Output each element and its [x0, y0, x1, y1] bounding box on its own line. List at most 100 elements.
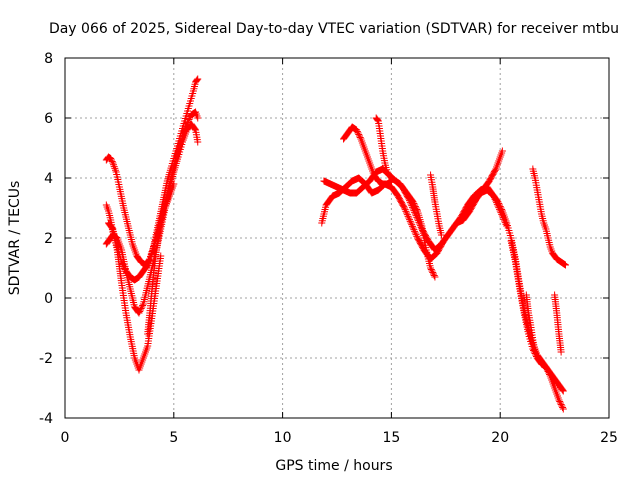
data-point — [400, 203, 408, 211]
data-point — [429, 270, 437, 278]
data-point — [496, 203, 504, 210]
data-point — [409, 224, 417, 232]
data-marks — [102, 75, 569, 413]
x-tick-label: 15 — [382, 430, 400, 446]
data-point — [400, 204, 408, 212]
data-point — [427, 264, 435, 272]
data-point — [401, 206, 409, 214]
data-point — [110, 161, 118, 169]
x-tick-label: 25 — [600, 430, 618, 446]
data-point — [429, 269, 437, 276]
data-point — [430, 272, 438, 279]
y-tick-label: 0 — [44, 291, 53, 307]
x-tick-label: 5 — [169, 430, 178, 446]
data-point — [193, 76, 201, 84]
series-seg-c — [102, 120, 202, 317]
data-point — [109, 159, 117, 167]
data-point — [407, 219, 415, 227]
y-tick-label: 6 — [44, 111, 53, 127]
y-axis-title: SDTVAR / TECUs — [7, 181, 23, 296]
data-point — [413, 206, 421, 213]
series-seg-e — [144, 180, 178, 338]
data-point — [111, 164, 119, 172]
data-point — [556, 398, 564, 405]
series-seg-o — [551, 291, 565, 356]
data-point — [108, 158, 116, 165]
x-axis-title: GPS time / hours — [275, 458, 392, 474]
data-point — [491, 166, 499, 174]
data-point — [532, 351, 540, 359]
axis-ticks: 0 5 10 15 20 25 -4 -2 0 2 4 6 8 — [39, 51, 618, 446]
data-point — [556, 399, 564, 407]
data-point — [356, 134, 364, 141]
data-point — [108, 224, 116, 232]
series-seg-l — [507, 237, 567, 395]
data-point — [411, 227, 419, 235]
data-point — [355, 132, 363, 140]
plot-border — [64, 57, 610, 419]
data-point — [411, 229, 419, 237]
data-point — [412, 231, 420, 239]
data-point — [403, 211, 411, 219]
grid — [65, 58, 609, 418]
data-point — [497, 204, 505, 212]
data-point — [406, 217, 414, 225]
data-point — [437, 231, 445, 239]
data-point — [355, 131, 363, 138]
y-tick-label: 4 — [44, 171, 53, 187]
data-point — [194, 75, 202, 83]
y-tick-label: 8 — [44, 51, 53, 67]
y-tick-label: -2 — [39, 351, 53, 367]
data-point — [410, 200, 418, 207]
data-point — [559, 387, 567, 395]
data-point — [428, 267, 436, 275]
data-point — [411, 203, 419, 210]
series-seg-h — [340, 123, 395, 188]
data-point — [354, 129, 362, 137]
data-point — [136, 306, 144, 314]
data-point — [136, 308, 144, 315]
data-point — [157, 252, 165, 260]
series-seg-m — [529, 165, 569, 269]
series-seg-k — [457, 186, 567, 413]
data-point — [111, 166, 119, 174]
data-point — [531, 348, 539, 356]
data-point — [495, 200, 503, 207]
data-point — [138, 303, 146, 311]
x-tick-label: 10 — [274, 430, 292, 446]
data-point — [353, 128, 361, 135]
data-point — [495, 201, 503, 209]
data-point — [404, 212, 412, 220]
data-point — [107, 156, 115, 164]
series-seg-n — [522, 291, 539, 356]
data-point — [555, 396, 563, 404]
y-tick-label: 2 — [44, 231, 53, 247]
data-point — [498, 206, 506, 213]
data-point — [107, 155, 115, 162]
data-point — [561, 261, 569, 269]
data-point — [498, 147, 506, 155]
data-point — [494, 198, 502, 206]
data-point — [558, 402, 566, 410]
data-point — [427, 266, 435, 273]
x-tick-label: 20 — [491, 430, 509, 446]
data-point — [559, 386, 567, 394]
data-point — [413, 232, 421, 240]
data-point — [411, 201, 419, 209]
data-point — [559, 405, 567, 413]
data-point — [110, 163, 118, 171]
data-point — [408, 221, 416, 229]
data-point — [409, 198, 417, 206]
data-point — [137, 305, 145, 312]
data-point — [408, 222, 416, 230]
series-seg-j — [427, 171, 445, 239]
x-tick-label: 0 — [61, 430, 70, 446]
data-point — [170, 180, 178, 188]
data-point — [403, 209, 411, 217]
data-point — [410, 226, 418, 234]
data-point — [406, 216, 414, 224]
data-point — [431, 273, 439, 281]
data-point — [184, 117, 192, 125]
data-point — [405, 214, 413, 222]
